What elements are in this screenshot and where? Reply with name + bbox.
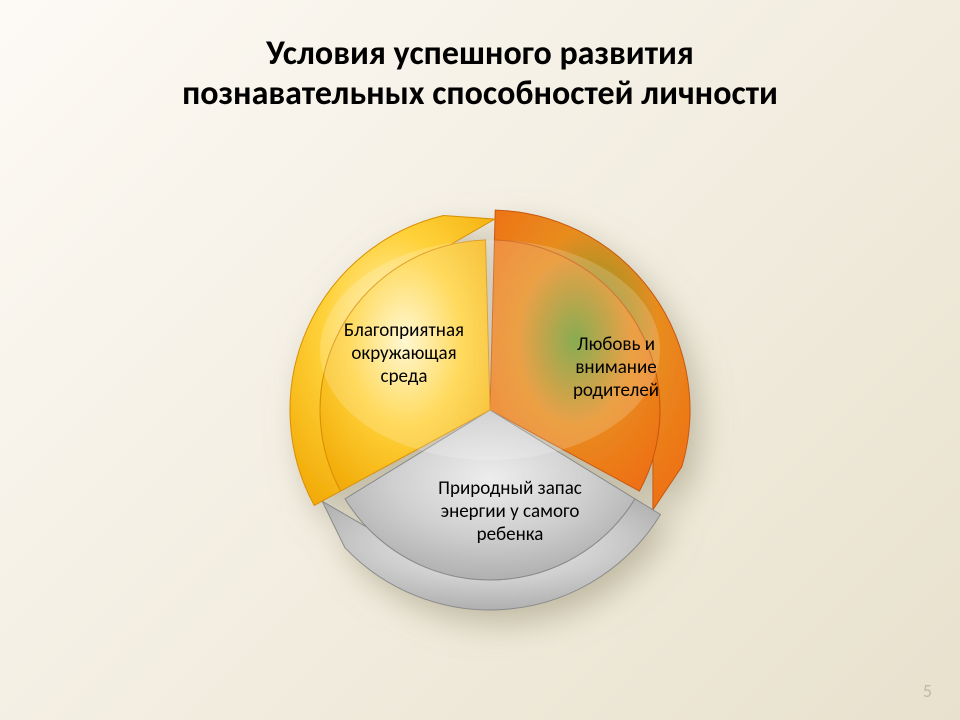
title-line-2: познавательных способностей личности	[182, 73, 778, 114]
cycle-svg	[240, 160, 740, 660]
title-line-1: Условия успешного развития	[266, 33, 694, 74]
page-number: 5	[923, 680, 932, 702]
slide: Условия успешного развития познавательны…	[0, 0, 960, 720]
cycle-diagram: Любовь и внимание родителейПриродный зап…	[240, 160, 740, 660]
gloss-highlight	[320, 240, 660, 460]
slide-title: Условия успешного развития познавательны…	[0, 34, 960, 114]
